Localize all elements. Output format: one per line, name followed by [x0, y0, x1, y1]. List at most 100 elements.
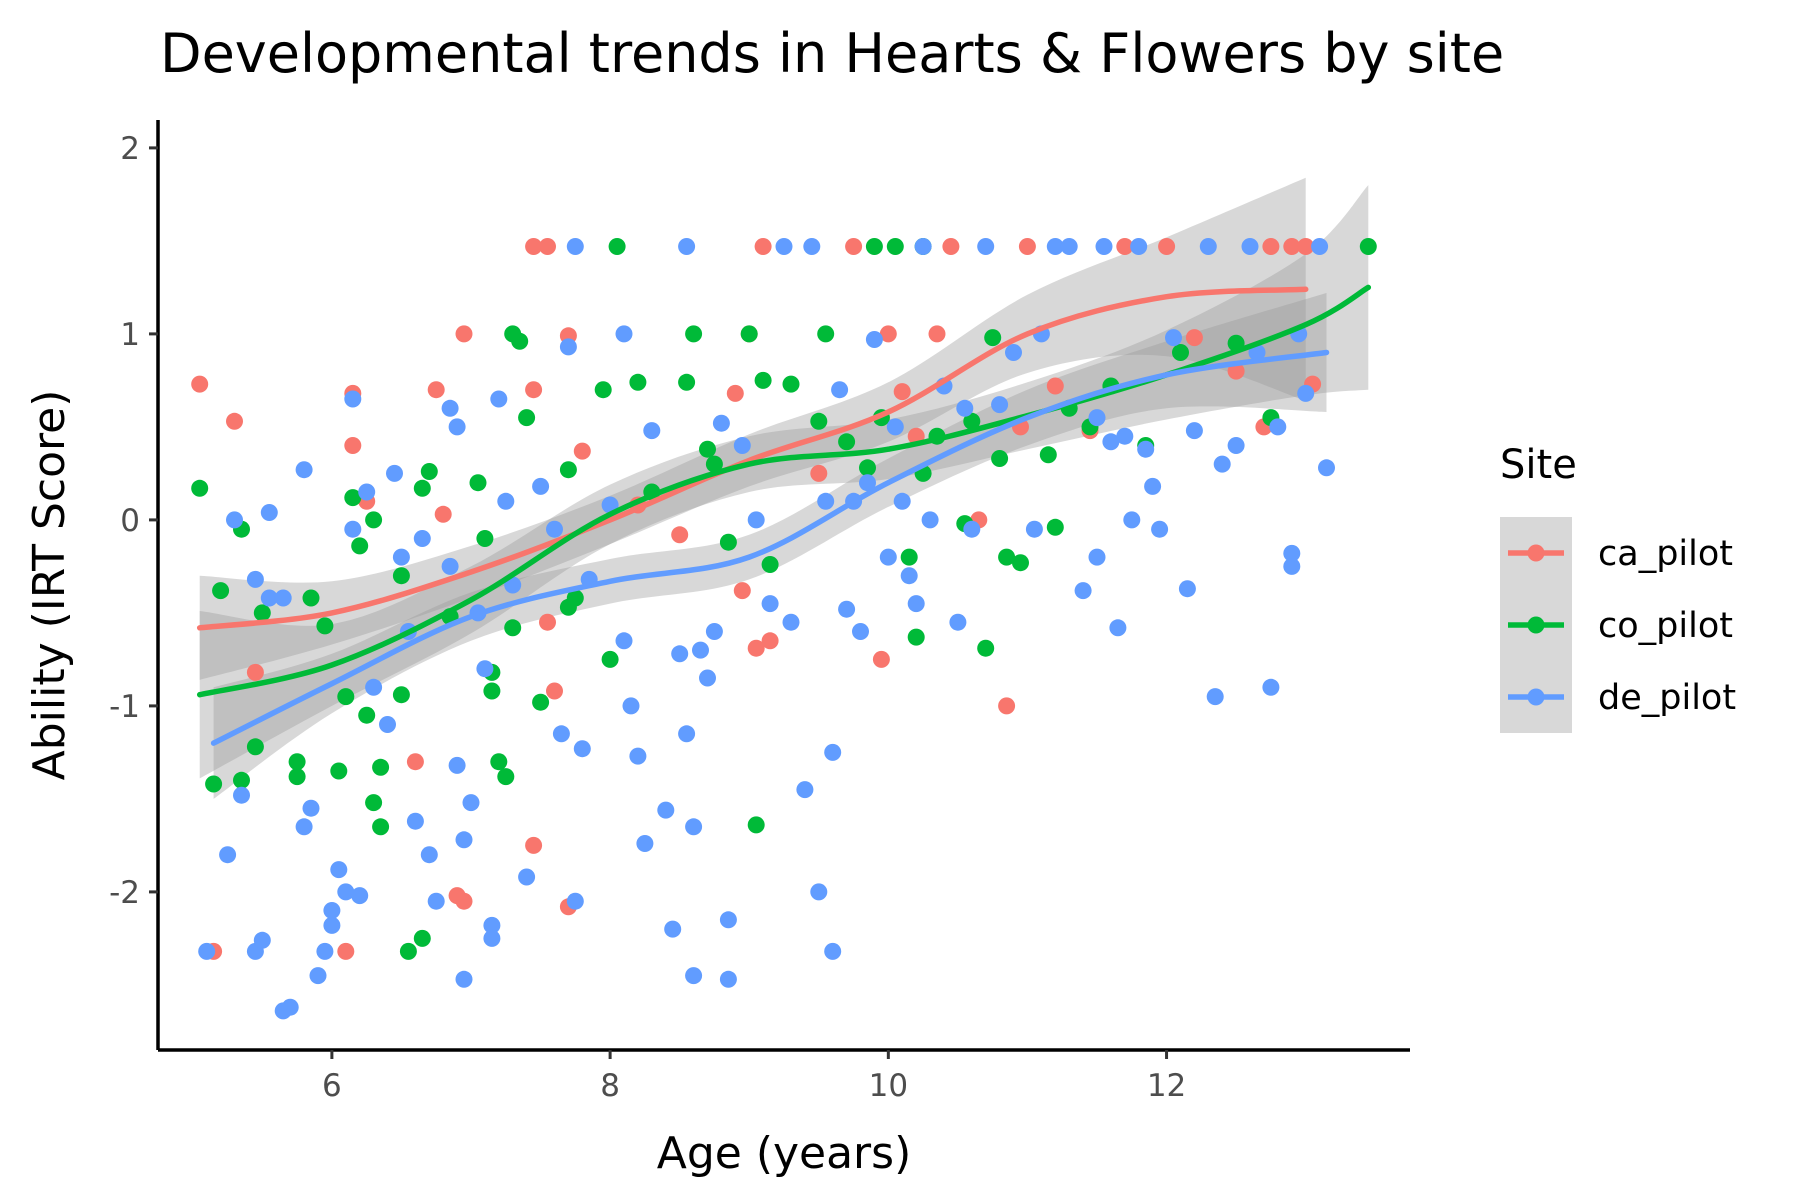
data-point-de_pilot	[448, 418, 466, 436]
data-point-de_pilot	[719, 970, 737, 988]
data-point-de_pilot	[1005, 344, 1022, 361]
data-point-de_pilot	[831, 381, 849, 399]
confidence-band-ca_pilot	[199, 177, 1306, 680]
chart-title: Developmental trends in Hearts & Flowers…	[160, 22, 1504, 85]
data-point-de_pilot	[483, 916, 501, 934]
data-point-de_pilot	[246, 570, 264, 588]
data-point-ca_pilot	[810, 464, 828, 482]
data-point-de_pilot	[775, 238, 793, 255]
data-point-co_pilot	[838, 433, 856, 451]
data-point-co_pilot	[1046, 518, 1064, 536]
data-point-co_pilot	[810, 412, 828, 430]
data-point-de_pilot	[566, 238, 584, 255]
data-point-de_pilot	[796, 781, 814, 799]
data-point-ca_pilot	[872, 650, 890, 668]
data-point-de_pilot	[1248, 344, 1266, 361]
data-point-de_pilot	[546, 520, 563, 538]
scatter-points	[191, 238, 1377, 1020]
data-point-de_pilot	[907, 595, 925, 613]
data-point-co_pilot	[253, 604, 271, 622]
data-point-de_pilot	[1137, 440, 1155, 458]
data-point-co_pilot	[761, 556, 779, 573]
data-point-ca_pilot	[998, 697, 1016, 715]
data-point-de_pilot	[643, 422, 661, 440]
data-point-co_pilot	[699, 440, 716, 458]
data-point-de_pilot	[233, 786, 250, 804]
data-point-co_pilot	[316, 617, 334, 635]
data-point-de_pilot	[1262, 678, 1280, 696]
data-point-de_pilot	[406, 812, 424, 830]
data-point-de_pilot	[497, 492, 515, 510]
data-point-co_pilot	[518, 409, 536, 427]
data-point-de_pilot	[1318, 459, 1335, 477]
data-point-co_pilot	[566, 589, 584, 607]
data-point-ca_pilot	[1116, 238, 1134, 255]
data-point-co_pilot	[399, 942, 417, 960]
data-point-co_pilot	[212, 582, 230, 600]
data-point-de_pilot	[719, 911, 737, 929]
data-point-de_pilot	[782, 613, 800, 631]
data-point-co_pilot	[532, 693, 550, 711]
data-point-ca_pilot	[726, 384, 744, 402]
data-point-ca_pilot	[525, 238, 543, 255]
data-point-co_pilot	[1039, 446, 1057, 464]
data-point-co_pilot	[719, 533, 737, 551]
x-tick-label: 10	[869, 1068, 908, 1104]
data-point-de_pilot	[1123, 511, 1141, 529]
data-point-de_pilot	[309, 967, 327, 985]
data-point-de_pilot	[260, 589, 278, 607]
data-point-de_pilot	[365, 678, 383, 696]
data-point-ca_pilot	[1262, 238, 1280, 255]
data-point-co_pilot	[372, 758, 390, 776]
smooth-line-de_pilot	[210, 349, 1330, 746]
data-point-de_pilot	[427, 892, 445, 910]
data-point-co_pilot	[998, 548, 1016, 566]
data-point-de_pilot	[566, 892, 584, 910]
data-point-co_pilot	[246, 738, 264, 756]
x-axis-title: Age (years)	[657, 1128, 912, 1179]
data-point-de_pilot	[504, 576, 522, 594]
data-point-co_pilot	[337, 688, 355, 706]
data-point-co_pilot	[351, 537, 369, 555]
data-point-ca_pilot	[525, 836, 543, 854]
data-point-de_pilot	[1025, 520, 1043, 538]
data-point-de_pilot	[879, 548, 897, 566]
data-point-de_pilot	[824, 942, 842, 960]
data-point-co_pilot	[511, 332, 529, 350]
data-point-co_pilot	[1172, 344, 1189, 361]
x-tick-label: 12	[1147, 1068, 1186, 1104]
data-point-de_pilot	[1088, 548, 1106, 566]
data-point-de_pilot	[692, 641, 709, 659]
data-point-de_pilot	[1185, 422, 1203, 440]
data-point-ca_pilot	[761, 632, 779, 650]
data-point-co_pilot	[747, 816, 765, 834]
y-tick-label: 2	[120, 131, 140, 167]
data-point-de_pilot	[573, 740, 591, 758]
data-point-co_pilot	[490, 753, 508, 771]
data-point-co_pilot	[559, 461, 577, 479]
data-point-de_pilot	[761, 595, 779, 613]
data-point-de_pilot	[344, 390, 362, 408]
data-point-ca_pilot	[246, 663, 264, 681]
data-point-de_pilot	[1074, 582, 1092, 600]
data-point-de_pilot	[1227, 437, 1245, 454]
data-point-de_pilot	[615, 325, 633, 343]
data-point-co_pilot	[365, 794, 383, 812]
data-point-de_pilot	[1311, 238, 1329, 255]
data-point-ca_pilot	[754, 238, 772, 255]
legend-marker-de_pilot	[1527, 688, 1545, 706]
data-point-de_pilot	[685, 967, 703, 985]
data-point-de_pilot	[1178, 580, 1196, 598]
data-point-co_pilot	[685, 325, 703, 343]
data-point-ca_pilot	[1018, 238, 1036, 255]
data-point-de_pilot	[678, 238, 696, 255]
data-point-co_pilot	[288, 753, 306, 771]
data-point-de_pilot	[281, 998, 299, 1016]
data-point-de_pilot	[664, 920, 682, 938]
data-point-ca_pilot	[525, 381, 543, 399]
data-point-ca_pilot	[928, 325, 946, 343]
data-point-de_pilot	[893, 492, 911, 510]
data-point-de_pilot	[323, 902, 341, 919]
data-point-de_pilot	[274, 589, 292, 607]
